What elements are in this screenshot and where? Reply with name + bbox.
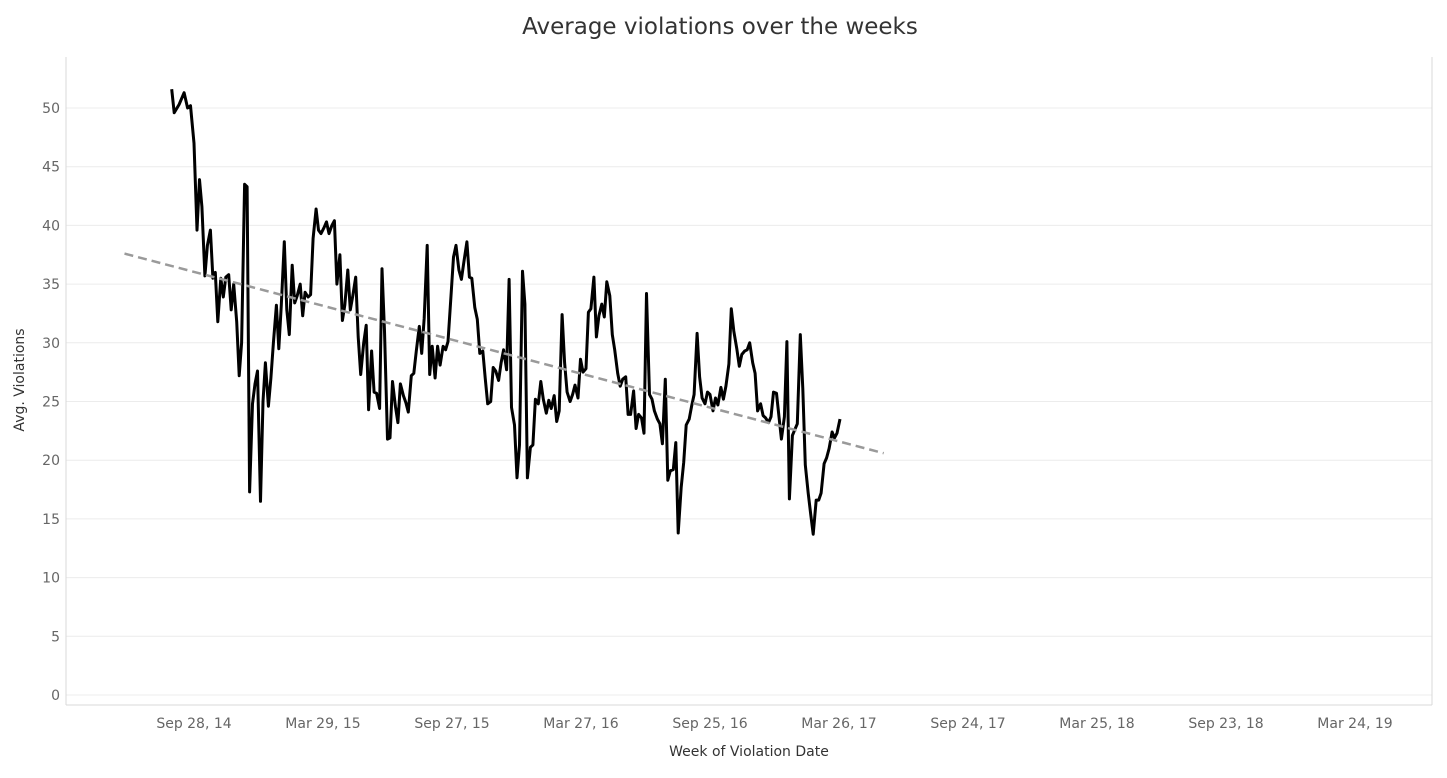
x-tick-label: Mar 26, 17 [801,716,876,732]
y-tick-label: 20 [42,453,60,469]
x-tick-label: Mar 25, 18 [1059,716,1134,732]
series-line [170,89,842,536]
x-tick-label: Sep 27, 15 [414,716,489,732]
x-axis-title: Week of Violation Date [669,744,829,760]
y-tick-label: 25 [42,395,60,411]
y-tick-label: 40 [42,218,60,234]
x-tick-label: Mar 24, 19 [1317,716,1392,732]
x-tick-label: Mar 27, 16 [543,716,618,732]
x-tick-label: Sep 25, 16 [672,716,747,732]
x-tick-label: Mar 29, 15 [285,716,360,732]
grid [66,107,1432,696]
y-tick-label: 35 [42,277,60,293]
y-tick-label: 50 [42,101,60,117]
series-layer [124,89,885,536]
x-tick-label: Sep 24, 17 [930,716,1005,732]
x-axis-ticks: Sep 28, 14 Mar 29, 15 Sep 27, 15 Mar 27, 16… [156,716,1392,732]
y-tick-label: 0 [51,688,60,704]
y-tick-label: 5 [51,629,60,645]
y-tick-label: 30 [42,336,60,352]
trend-line [124,252,885,455]
y-tick-label: 45 [42,160,60,176]
x-tick-label: Sep 28, 14 [156,716,231,732]
y-tick-label: 15 [42,512,60,528]
chart-title: Average violations over the weeks [522,14,918,40]
y-axis-title: Avg. Violations [12,328,28,431]
y-tick-label: 10 [42,571,60,587]
y-axis-ticks: 0 5 10 15 20 25 30 35 40 45 50 [42,101,60,704]
x-tick-label: Sep 23, 18 [1188,716,1263,732]
